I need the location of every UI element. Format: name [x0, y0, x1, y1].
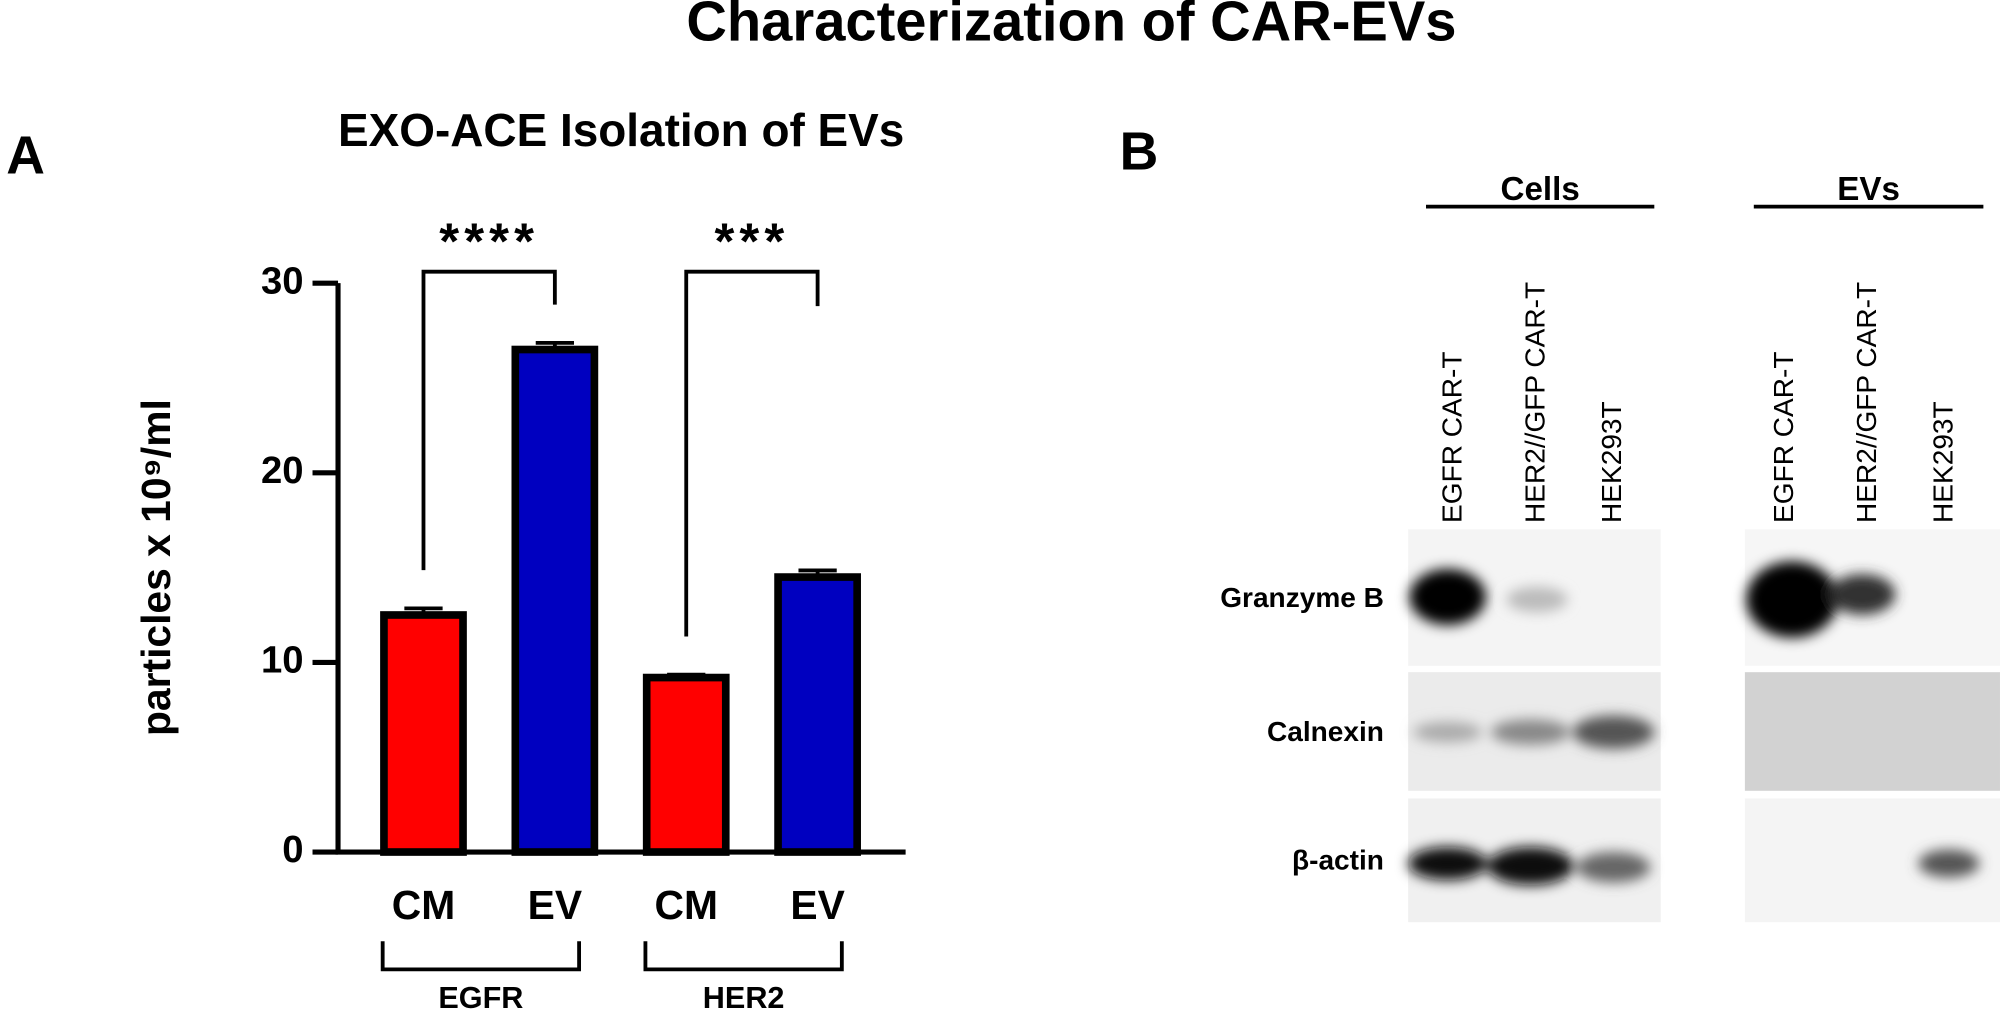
significance-bracket: [421, 269, 557, 571]
lane-label: EGFR CAR-T: [1436, 352, 1467, 523]
blot-group-label: EVs: [1837, 171, 1900, 208]
y-tick-label: 20: [261, 449, 304, 492]
lane-label: EGFR CAR-T: [1768, 352, 1799, 523]
figure-title: Characterization of CAR-EVs: [686, 0, 1456, 52]
lane-label: HEK293T: [1596, 401, 1627, 523]
x-tick-label: CM: [655, 882, 718, 928]
significance-label: ***: [714, 212, 789, 269]
row-label: β-actin: [1292, 845, 1384, 876]
x-tick-label: EV: [528, 882, 582, 928]
group-label: EGFR: [438, 981, 523, 1014]
group-label: HER2: [703, 981, 785, 1014]
significance-label: ****: [439, 212, 539, 269]
lane-label: HER2//GFP CAR-T: [1851, 282, 1882, 523]
x-tick-label: EV: [790, 882, 844, 928]
lane-label: HER2//GFP CAR-T: [1519, 282, 1550, 523]
row-label: Calnexin: [1267, 716, 1384, 747]
chart-title: EXO-ACE Isolation of EVs: [338, 104, 904, 156]
y-axis-label: particles x 10⁹/ml: [133, 399, 179, 736]
y-tick-label: 30: [261, 259, 304, 302]
row-label: Granzyme B: [1220, 582, 1384, 613]
blot-membrane: [1744, 672, 2000, 791]
blot-bands: [1408, 561, 1980, 886]
panel-label: B: [1120, 123, 1159, 182]
y-tick-label: 0: [282, 828, 303, 871]
lane-label: HEK293T: [1928, 401, 1959, 523]
group-bracket: [380, 941, 582, 972]
x-tick-label: CM: [392, 882, 455, 928]
bar: [511, 345, 599, 856]
panel-label: A: [6, 127, 45, 186]
bar: [380, 611, 467, 856]
bar: [642, 673, 730, 856]
significance-bracket: [684, 269, 820, 637]
y-tick-label: 10: [261, 639, 304, 682]
bar: [774, 573, 861, 856]
blot-group-label: Cells: [1501, 171, 1580, 208]
group-bracket: [643, 941, 844, 972]
